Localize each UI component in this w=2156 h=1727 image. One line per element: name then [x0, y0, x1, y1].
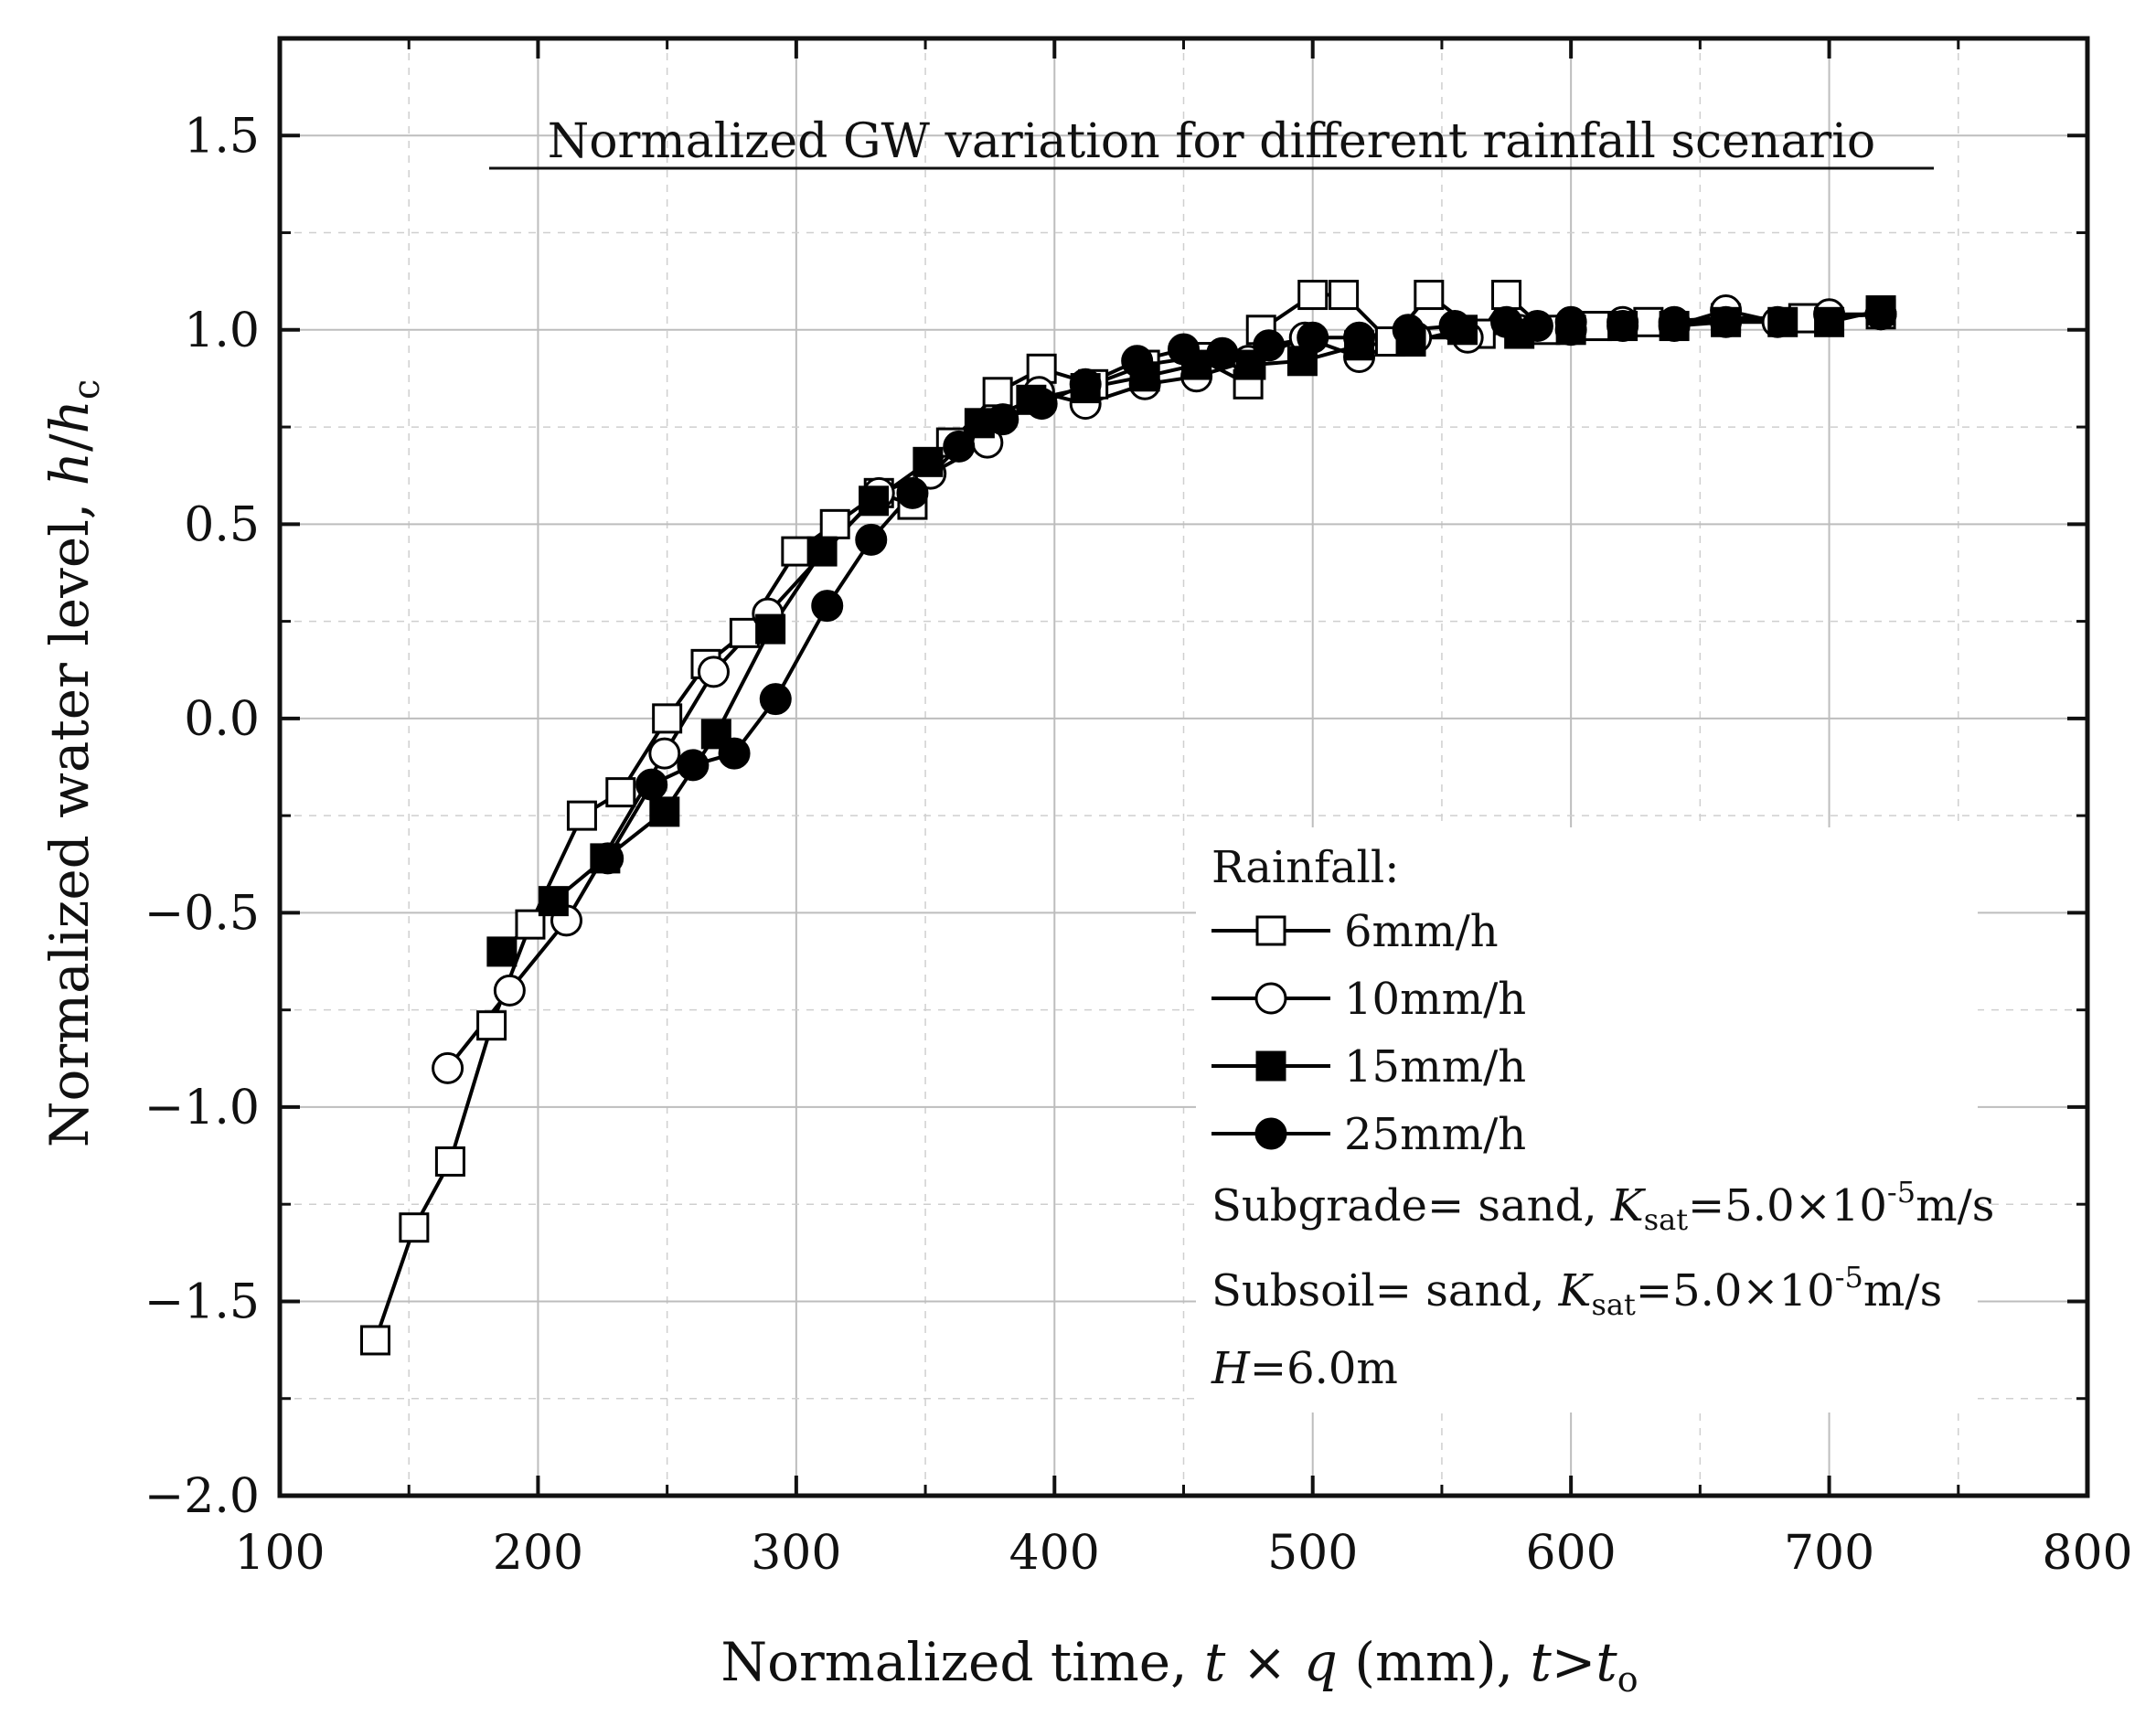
data-point-series-4 — [1069, 368, 1102, 400]
x-tick-label: 600 — [1526, 1526, 1617, 1581]
legend: Rainfall: 6mm/h 10mm/h 15mm/h 25mm/h — [1211, 842, 1526, 1160]
x-tick-label: 400 — [1009, 1526, 1100, 1581]
data-point-series-4 — [1554, 305, 1587, 338]
data-point-series-3 — [859, 485, 890, 517]
legend-label: 10mm/h — [1344, 974, 1526, 1025]
data-point-series-1 — [515, 909, 546, 940]
y-tick-label: 0.0 — [184, 692, 260, 747]
y-tick-label: 1.0 — [184, 304, 260, 358]
legend-box — [1196, 827, 1978, 1413]
data-point-series-1 — [982, 377, 1013, 408]
data-point-series-1 — [729, 617, 760, 648]
x-tick-label: 800 — [2042, 1526, 2132, 1581]
legend-marker — [1255, 1050, 1286, 1082]
data-point-series-2 — [432, 1051, 464, 1084]
subgrade-annotation: Subgrade= sand, Ksat=5.0×10-5m/s — [1211, 1175, 1994, 1237]
data-point-series-4 — [1392, 314, 1425, 346]
y-tick-label: 0.5 — [184, 497, 260, 552]
soil-annotations: Subgrade= sand, Ksat=5.0×10-5m/s Subsoil… — [1211, 1175, 1994, 1394]
data-point-series-1 — [819, 508, 850, 539]
data-point-series-4 — [1168, 333, 1200, 366]
legend-title: Rainfall: — [1211, 842, 1399, 893]
data-point-series-4 — [1490, 305, 1523, 338]
legend-label: 25mm/h — [1344, 1109, 1526, 1160]
data-point-series-4 — [987, 403, 1019, 436]
y-tick-label: 1.5 — [184, 109, 260, 164]
data-point-series-4 — [1658, 305, 1691, 338]
legend-marker — [1254, 982, 1287, 1015]
data-point-series-1 — [1329, 280, 1360, 311]
data-point-series-3 — [1767, 306, 1798, 337]
data-point-series-1 — [399, 1212, 430, 1243]
data-point-series-4 — [1343, 321, 1376, 354]
data-point-series-4 — [677, 749, 710, 782]
data-point-series-3 — [913, 446, 944, 477]
x-axis-label: Normalized time, t × q (mm), t>to — [720, 1631, 1638, 1700]
data-point-series-4 — [1253, 329, 1286, 362]
y-tick-label: −2.0 — [144, 1469, 260, 1524]
y-axis-label: Normalized water level, h/hc — [38, 379, 108, 1148]
data-point-series-3 — [649, 796, 680, 827]
x-tick-label: 100 — [234, 1526, 325, 1581]
data-point-series-4 — [1025, 388, 1058, 421]
data-point-series-1 — [359, 1325, 390, 1356]
data-point-series-1 — [781, 536, 812, 567]
data-point-series-4 — [592, 842, 624, 875]
data-point-series-4 — [943, 430, 976, 463]
data-point-series-2 — [648, 737, 681, 770]
height-annotation: H=6.0m — [1211, 1343, 1398, 1394]
data-point-series-4 — [1438, 310, 1471, 343]
data-point-series-4 — [635, 768, 668, 801]
data-point-series-4 — [759, 683, 792, 716]
y-tick-label: −0.5 — [144, 886, 260, 941]
data-point-series-4 — [1297, 321, 1329, 354]
data-point-series-1 — [434, 1146, 465, 1177]
data-point-series-2 — [493, 974, 526, 1007]
plot-frame — [277, 36, 2090, 1498]
data-point-series-4 — [1206, 336, 1239, 369]
legend-label: 6mm/h — [1344, 906, 1499, 957]
subsoil-annotation: Subsoil= sand, Ksat=5.0×10-5m/s — [1211, 1260, 1942, 1322]
chart-title: Normalized GW variation for different ra… — [548, 114, 1875, 169]
data-point-series-4 — [718, 737, 751, 770]
data-point-series-2 — [697, 656, 730, 688]
data-point-series-4 — [1521, 310, 1553, 343]
data-point-series-1 — [1633, 306, 1664, 337]
data-point-series-3 — [538, 886, 569, 917]
x-tick-label: 300 — [751, 1526, 841, 1581]
data-point-series-1 — [566, 800, 597, 831]
series-line-1 — [373, 293, 1882, 1341]
data-point-series-4 — [1606, 310, 1639, 343]
y-tick-label: −1.5 — [144, 1274, 260, 1329]
data-point-series-1 — [1581, 311, 1612, 342]
data-point-series-3 — [755, 613, 786, 645]
legend-label: 15mm/h — [1344, 1041, 1526, 1093]
data-point-series-3 — [806, 536, 838, 567]
legend-marker — [1255, 915, 1286, 946]
y-tick-label: −1.0 — [144, 1081, 260, 1135]
x-tick-label: 700 — [1784, 1526, 1874, 1581]
data-point-series-4 — [1710, 305, 1743, 338]
data-point-series-3 — [486, 936, 518, 967]
data-point-series-1 — [1491, 280, 1522, 311]
x-tick-label: 200 — [493, 1526, 583, 1581]
legend-entries: 6mm/h 10mm/h 15mm/h 25mm/h — [1211, 906, 1526, 1160]
data-point-series-4 — [1121, 345, 1154, 378]
data-point-series-4 — [1864, 298, 1897, 331]
data-point-series-1 — [652, 703, 683, 734]
data-point-series-1 — [605, 777, 636, 808]
data-point-series-1 — [476, 1010, 507, 1041]
series-markers — [359, 280, 1897, 1356]
data-point-series-4 — [811, 590, 844, 623]
legend-marker — [1254, 1117, 1287, 1150]
data-point-series-3 — [1814, 306, 1845, 337]
data-point-series-1 — [1414, 280, 1445, 311]
x-tick-label: 500 — [1267, 1526, 1358, 1581]
data-point-series-1 — [1297, 280, 1329, 311]
data-point-series-4 — [896, 476, 929, 509]
data-point-series-4 — [855, 523, 888, 556]
